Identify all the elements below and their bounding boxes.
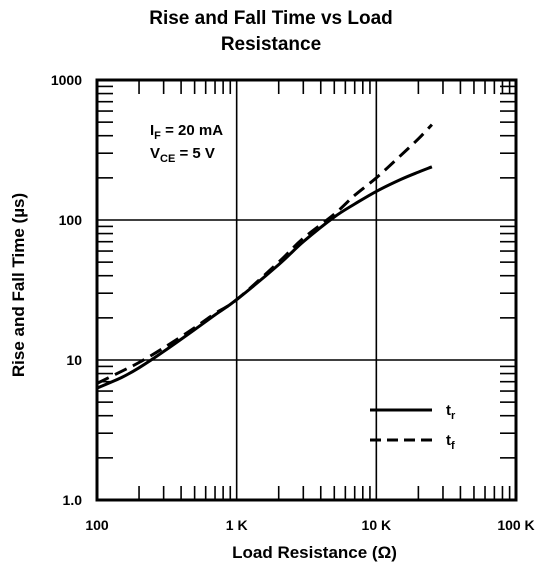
- series-line-tr: [96, 165, 433, 390]
- chart-title-line-2: Resistance: [220, 34, 322, 55]
- x-axis-label: Load Resistance (Ω): [232, 543, 397, 562]
- grid-layer: [97, 80, 516, 500]
- y-tick-label: 1000: [51, 72, 82, 88]
- legend-label-tr: tr: [446, 402, 456, 422]
- y-tick-label: 100: [59, 212, 83, 228]
- conditions-annotation: IF = 20 mA VCE = 5 V: [150, 122, 223, 165]
- y-tick-label: 1.0: [63, 492, 83, 508]
- tick-label-layer: 100 1 K 10 K 100 K 1.0 10 100 1000: [51, 72, 535, 533]
- condition-if: IF = 20 mA: [150, 122, 223, 142]
- plot-frame: [95, 78, 518, 502]
- x-tick-label: 100 K: [497, 517, 534, 533]
- legend: tr tf: [370, 402, 456, 452]
- chart-title-line-1: Rise and Fall Time vs Load: [149, 8, 393, 29]
- series-layer: [96, 123, 434, 390]
- legend-label-tf: tf: [446, 432, 455, 452]
- x-tick-label: 100: [85, 517, 109, 533]
- x-tick-label: 10 K: [362, 517, 392, 533]
- x-tick-label: 1 K: [226, 517, 248, 533]
- y-axis-label: Rise and Fall Time (µs): [9, 193, 28, 377]
- condition-vce: VCE = 5 V: [150, 145, 215, 165]
- y-tick-label: 10: [66, 352, 82, 368]
- series-line-tf: [96, 123, 434, 385]
